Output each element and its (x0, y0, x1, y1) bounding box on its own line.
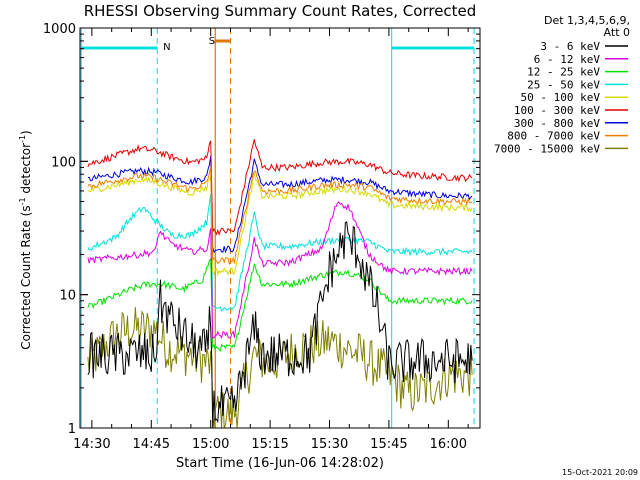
y-tick-label: 1 (68, 422, 76, 437)
flag-label-s: S (209, 36, 215, 47)
x-axis-label: Start Time (16-Jun-06 14:28:02) (176, 456, 384, 471)
y-axis-label-sup2: -1 (18, 135, 27, 143)
y-axis-label: Corrected Count Rate (s-1 detector-1) (18, 130, 33, 349)
flag-label-n: N (163, 42, 170, 53)
x-tick-label: 15:30 (311, 437, 348, 452)
y-axis-label-part1: Corrected Count Rate (s (19, 205, 33, 349)
series-line-4 (87, 193, 473, 312)
x-tick-label: 16:00 (430, 437, 467, 452)
x-tick-label: 15:45 (370, 437, 407, 452)
y-tick-label: 100 (51, 155, 76, 170)
x-tick-label: 14:30 (73, 437, 110, 452)
legend-label: 300 - 800 keV (514, 117, 600, 130)
legend-label: 800 - 7000 keV (507, 130, 600, 143)
legend-header-line: Att 0 (604, 26, 630, 39)
legend-label: 12 - 25 keV (527, 66, 600, 79)
y-axis-label-part3: ) (19, 130, 33, 135)
series-line-6 (87, 139, 473, 236)
y-axis-label-part2: detector (19, 143, 33, 198)
series-line-7 (87, 155, 473, 254)
x-tick-label: 15:15 (251, 437, 288, 452)
legend-label: 6 - 12 keV (534, 53, 601, 66)
attenuator-solid-line (214, 28, 216, 428)
legend-header-line: Det 1,3,4,5,6,9, (544, 14, 630, 27)
x-tick-label: 15:00 (192, 437, 229, 452)
legend-label: 25 - 50 keV (527, 78, 600, 91)
series-line-2 (87, 201, 473, 340)
plot-frame (79, 27, 481, 429)
series-line-3 (87, 257, 473, 352)
series-line-8 (87, 166, 473, 266)
legend-label: 100 - 300 keV (514, 104, 600, 117)
x-tick-label: 14:45 (133, 437, 170, 452)
series-line-1 (87, 221, 473, 429)
legend-label: 3 - 6 keV (540, 40, 600, 53)
legend-label: 50 - 100 keV (521, 91, 601, 104)
legend-label: 7000 - 15000 keV (494, 142, 600, 155)
y-axis-label-sup1: -1 (18, 197, 27, 205)
chart-title: RHESSI Observing Summary Count Rates, Co… (84, 2, 477, 20)
generation-timestamp: 15-Oct-2021 20:09 (562, 468, 638, 477)
y-tick-label: 10 (59, 289, 76, 304)
y-tick-label: 1000 (43, 22, 76, 37)
